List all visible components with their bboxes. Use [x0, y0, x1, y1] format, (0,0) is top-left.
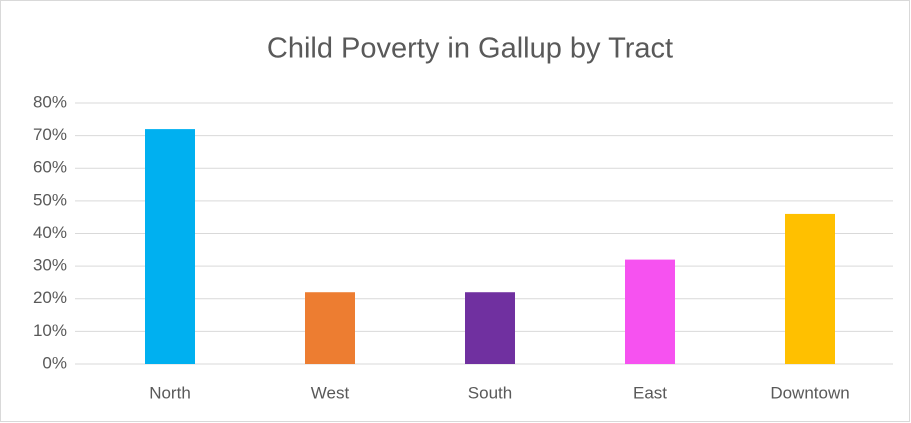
y-tick-label: 20% — [33, 288, 67, 307]
bar — [465, 292, 515, 364]
y-tick-label: 40% — [33, 223, 67, 242]
x-tick-label: Downtown — [770, 383, 849, 402]
y-tick-label: 60% — [33, 158, 67, 177]
x-tick-label: West — [311, 383, 350, 402]
x-tick-label: East — [633, 383, 667, 402]
bar — [305, 292, 355, 364]
bar — [785, 213, 835, 364]
bar — [145, 129, 195, 364]
y-tick-label: 0% — [42, 353, 67, 372]
y-tick-label: 70% — [33, 125, 67, 144]
x-tick-label: North — [149, 383, 191, 402]
chart-title: Child Poverty in Gallup by Tract — [267, 33, 673, 65]
x-tick-label: South — [468, 383, 512, 402]
y-tick-label: 30% — [33, 256, 67, 275]
bar — [625, 259, 675, 364]
y-tick-label: 10% — [33, 321, 67, 340]
y-tick-label: 50% — [33, 190, 67, 209]
y-tick-label: 80% — [33, 92, 67, 111]
